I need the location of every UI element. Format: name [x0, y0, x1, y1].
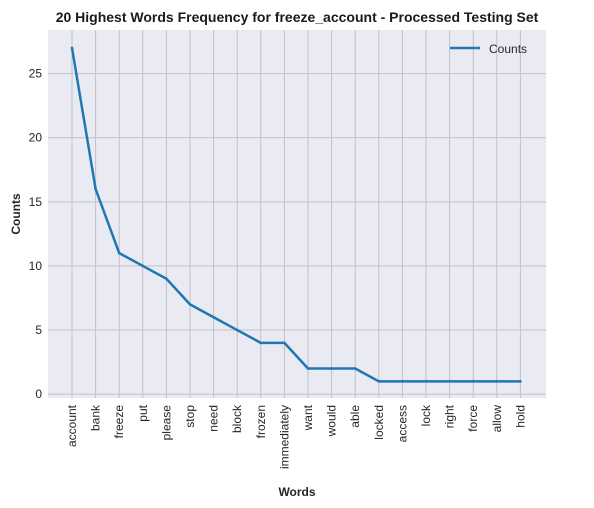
data-point	[165, 277, 168, 281]
x-tick-label: force	[466, 405, 480, 432]
x-tick-label: right	[443, 404, 457, 428]
y-axis-label: Counts	[9, 193, 23, 235]
x-axis-ticks: account bank freeze put please stop need block f…	[65, 404, 527, 469]
data-point	[495, 380, 499, 383]
x-tick-label: immediately	[277, 405, 291, 469]
data-point	[377, 380, 381, 383]
data-point	[70, 46, 74, 50]
x-tick-label: block	[230, 404, 244, 433]
x-tick-label: bank	[89, 404, 103, 431]
y-tick-label: 20	[29, 131, 43, 145]
series-line	[70, 46, 522, 383]
data-point	[283, 341, 286, 345]
x-tick-label: put	[136, 404, 150, 421]
x-tick-label: lock	[419, 404, 433, 426]
chart-title: 20 Highest Words Frequency for freeze_ac…	[56, 9, 539, 25]
data-point	[353, 367, 357, 370]
data-point	[141, 264, 145, 268]
x-tick-label: allow	[490, 405, 504, 433]
x-tick-label: frozen	[254, 405, 268, 438]
data-point	[330, 367, 333, 370]
data-point	[448, 380, 451, 383]
plot-area	[48, 30, 546, 398]
series-layer	[70, 46, 522, 383]
data-point	[94, 187, 97, 191]
grid	[48, 30, 546, 398]
y-tick-label: 0	[35, 387, 42, 401]
x-tick-label: hold	[513, 405, 527, 428]
data-point	[117, 251, 121, 255]
x-tick-label: able	[348, 405, 362, 428]
data-point	[471, 380, 475, 383]
x-tick-label: account	[65, 404, 79, 447]
x-tick-label: freeze	[112, 405, 126, 439]
x-tick-label: need	[207, 405, 221, 432]
y-tick-label: 5	[35, 323, 42, 337]
x-tick-label: locked	[372, 405, 386, 440]
data-point	[424, 380, 428, 383]
y-tick-label: 10	[29, 259, 43, 273]
x-tick-label: want	[301, 404, 315, 431]
x-tick-label: access	[395, 405, 409, 442]
legend: Counts	[450, 42, 527, 56]
y-axis-ticks: 0 5 10 15 20 25	[29, 67, 43, 402]
data-point	[212, 315, 215, 319]
legend-label: Counts	[489, 42, 527, 56]
x-tick-label: would	[325, 405, 339, 437]
data-point	[235, 328, 239, 332]
x-axis-label: Words	[278, 485, 315, 499]
data-point	[188, 303, 192, 306]
data-point	[401, 380, 404, 383]
data-point	[259, 341, 263, 345]
x-tick-label: stop	[183, 405, 197, 428]
x-tick-label: please	[159, 405, 173, 441]
y-tick-label: 15	[29, 195, 43, 209]
y-tick-label: 25	[29, 67, 43, 81]
data-point	[306, 367, 310, 370]
data-point	[519, 380, 522, 383]
